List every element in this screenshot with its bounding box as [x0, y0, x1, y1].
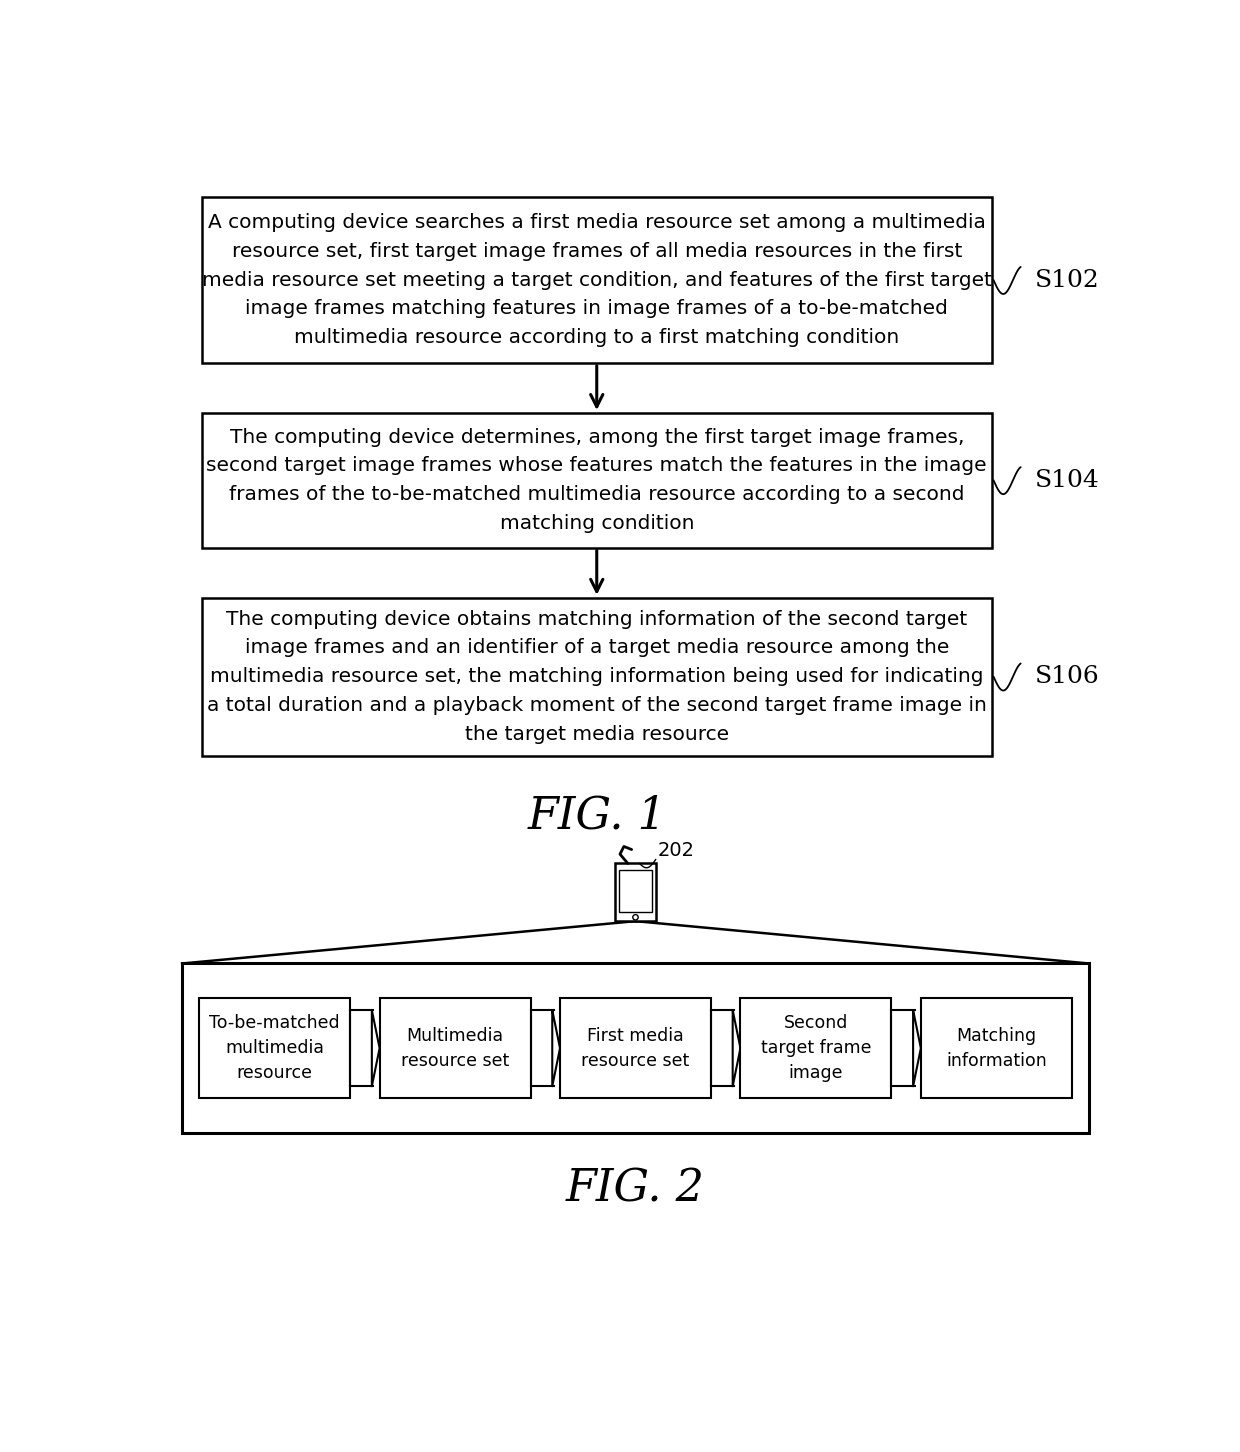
Text: Multimedia
resource set: Multimedia resource set	[401, 1027, 510, 1070]
Bar	[201, 412, 992, 547]
Circle shape	[632, 915, 639, 921]
Bar	[379, 998, 531, 1098]
Text: S106: S106	[1034, 665, 1100, 688]
Bar	[201, 598, 992, 755]
Text: FIG. 2: FIG. 2	[565, 1167, 706, 1211]
Text: First media
resource set: First media resource set	[582, 1027, 689, 1070]
Text: FIG. 1: FIG. 1	[527, 794, 666, 838]
Text: A computing device searches a first media resource set among a multimedia
resour: A computing device searches a first medi…	[202, 213, 992, 347]
Text: The computing device obtains matching information of the second target
image fra: The computing device obtains matching in…	[207, 610, 987, 743]
Text: The computing device determines, among the first target image frames,
second tar: The computing device determines, among t…	[206, 428, 987, 533]
Bar	[740, 998, 892, 1098]
Bar	[560, 998, 711, 1098]
Bar	[200, 998, 350, 1098]
Bar	[921, 998, 1071, 1098]
Text: S104: S104	[1034, 469, 1100, 492]
Bar	[615, 864, 656, 921]
Bar	[201, 197, 992, 363]
Text: To-be-matched
multimedia
resource: To-be-matched multimedia resource	[210, 1013, 340, 1082]
Bar	[182, 964, 1089, 1133]
Text: Matching
information: Matching information	[946, 1027, 1047, 1070]
Text: 202: 202	[657, 841, 694, 860]
Bar	[619, 870, 652, 912]
Text: S102: S102	[1034, 269, 1100, 292]
Text: Second
target frame
image: Second target frame image	[760, 1013, 872, 1082]
